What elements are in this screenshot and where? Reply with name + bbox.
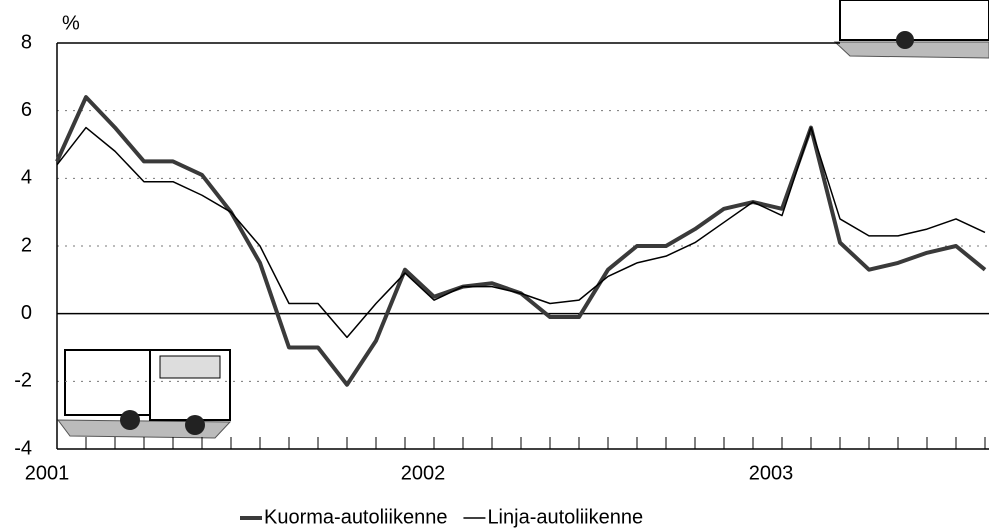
series-line bbox=[56, 126, 986, 339]
y-axis-label: % bbox=[62, 12, 80, 34]
y-tick-label: 6 bbox=[21, 99, 32, 121]
bus-icon bbox=[833, 0, 989, 59]
x-tick-label: 2002 bbox=[401, 462, 446, 484]
y-tick-label: -4 bbox=[14, 437, 32, 459]
y-tick-label: 4 bbox=[21, 167, 32, 189]
series-line bbox=[55, 95, 987, 387]
legend-label: Kuorma-autoliikenne bbox=[264, 506, 447, 528]
legend-label: Linja-autoliikenne bbox=[487, 506, 643, 528]
y-tick-label: 0 bbox=[21, 302, 32, 324]
x-tick-label: 2003 bbox=[749, 462, 794, 484]
y-tick-label: -2 bbox=[14, 370, 32, 392]
y-tick-label: 8 bbox=[21, 31, 32, 53]
x-tick-label: 2001 bbox=[25, 462, 70, 484]
truck-icon bbox=[56, 349, 232, 439]
y-tick-label: 2 bbox=[21, 234, 32, 256]
